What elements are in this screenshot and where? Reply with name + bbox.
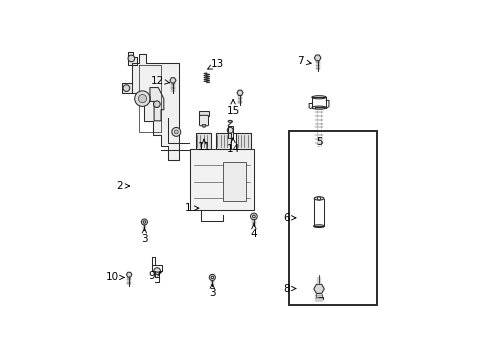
Ellipse shape xyxy=(312,96,326,99)
Polygon shape xyxy=(216,133,231,149)
Text: 4: 4 xyxy=(250,224,257,239)
Text: 3: 3 xyxy=(141,228,147,244)
Circle shape xyxy=(123,85,130,91)
Polygon shape xyxy=(150,87,164,121)
Polygon shape xyxy=(202,125,206,127)
Text: 8: 8 xyxy=(283,284,296,293)
Ellipse shape xyxy=(228,120,232,122)
Text: 12: 12 xyxy=(150,76,170,86)
Circle shape xyxy=(211,276,214,279)
Circle shape xyxy=(227,127,233,133)
Polygon shape xyxy=(122,84,132,93)
Polygon shape xyxy=(132,54,179,159)
Circle shape xyxy=(172,127,181,136)
FancyBboxPatch shape xyxy=(199,115,209,126)
Text: 3: 3 xyxy=(209,284,216,298)
Polygon shape xyxy=(126,272,132,277)
Circle shape xyxy=(153,101,160,108)
Circle shape xyxy=(138,94,147,103)
Bar xyxy=(223,162,245,201)
Polygon shape xyxy=(236,133,251,149)
Text: 11: 11 xyxy=(197,139,211,152)
Text: 6: 6 xyxy=(283,213,296,223)
Text: 5: 5 xyxy=(316,136,322,147)
Circle shape xyxy=(250,213,257,220)
Bar xyxy=(289,131,377,305)
Ellipse shape xyxy=(314,225,324,228)
Text: 9: 9 xyxy=(149,271,161,281)
Polygon shape xyxy=(237,90,243,95)
Text: 10: 10 xyxy=(105,273,124,283)
Polygon shape xyxy=(196,133,211,149)
Circle shape xyxy=(141,219,147,225)
Polygon shape xyxy=(128,51,138,66)
Polygon shape xyxy=(170,78,176,83)
Polygon shape xyxy=(314,284,324,293)
Circle shape xyxy=(128,55,135,62)
Polygon shape xyxy=(190,149,254,210)
Circle shape xyxy=(318,197,320,200)
Text: 13: 13 xyxy=(208,59,224,69)
Text: 1: 1 xyxy=(185,203,199,213)
Text: 7: 7 xyxy=(297,56,311,66)
Text: 2: 2 xyxy=(117,181,129,191)
Ellipse shape xyxy=(312,106,326,109)
Ellipse shape xyxy=(314,197,324,200)
Circle shape xyxy=(143,221,146,223)
Circle shape xyxy=(209,274,216,280)
Polygon shape xyxy=(314,55,321,61)
Text: 14: 14 xyxy=(226,138,240,153)
Circle shape xyxy=(252,215,255,218)
Ellipse shape xyxy=(200,113,208,115)
Bar xyxy=(198,111,209,116)
Circle shape xyxy=(154,268,161,274)
Circle shape xyxy=(174,130,178,134)
Text: 15: 15 xyxy=(226,100,240,116)
Circle shape xyxy=(135,91,150,107)
